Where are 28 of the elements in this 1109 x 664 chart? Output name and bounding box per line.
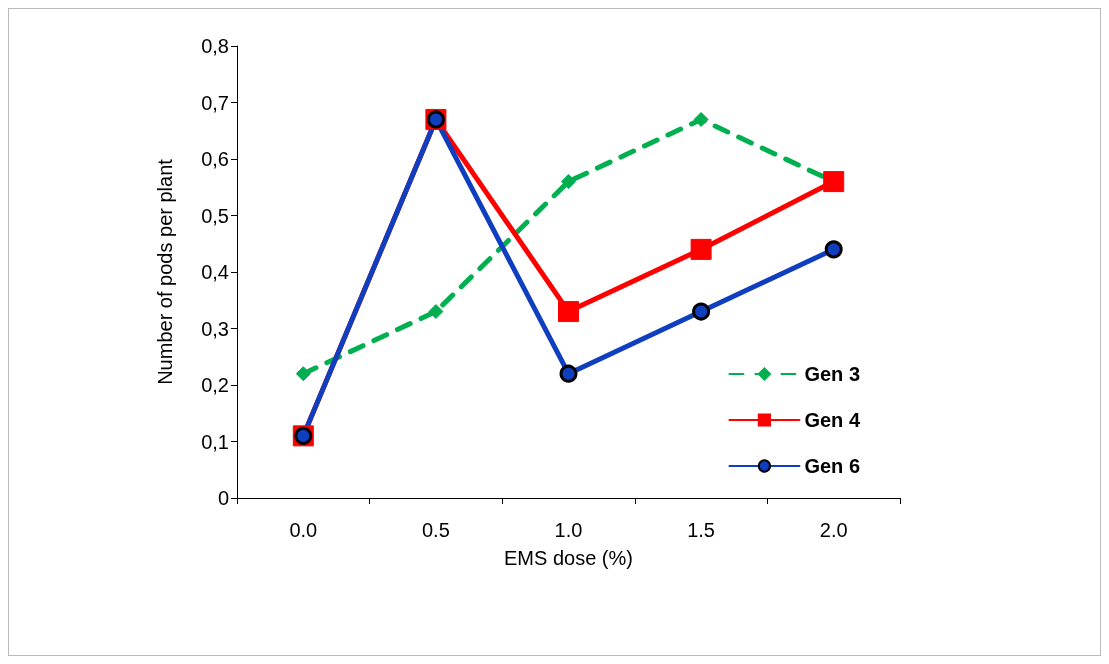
point — [428, 304, 444, 320]
point — [558, 301, 579, 323]
point — [561, 174, 576, 190]
point — [692, 302, 711, 321]
y-tick-label: 0,4 — [201, 261, 229, 283]
y-tick-label: 0,1 — [201, 430, 229, 453]
x-tick-label: 1.5 — [687, 519, 716, 541]
y-tick-label: 0,6 — [201, 148, 229, 170]
y-tick-label: 0,8 — [201, 35, 229, 57]
legend-label: Gen 6 — [804, 455, 860, 477]
point — [693, 111, 709, 127]
legend-label: Gen 4 — [804, 409, 861, 431]
point — [559, 364, 578, 383]
x-tick-label: 0.0 — [289, 519, 318, 541]
y-tick-label: 0,7 — [201, 91, 229, 114]
point — [824, 240, 843, 259]
point — [690, 238, 712, 260]
y-tick-label: 0,3 — [201, 317, 229, 340]
point — [295, 366, 311, 382]
y-tick-label: 0,5 — [201, 204, 229, 227]
x-tick-label: 2.0 — [819, 519, 848, 541]
y-axis-title: Number of pods per plant — [154, 158, 176, 385]
x-axis-title: EMS dose (%) — [504, 547, 633, 569]
y-tick-label: 0,2 — [201, 374, 229, 396]
x-tick-label: 0.5 — [421, 519, 450, 541]
y-tick-label: 0 — [217, 487, 229, 509]
legend-label: Gen 3 — [804, 363, 860, 385]
x-tick-label: 1.0 — [554, 519, 583, 541]
